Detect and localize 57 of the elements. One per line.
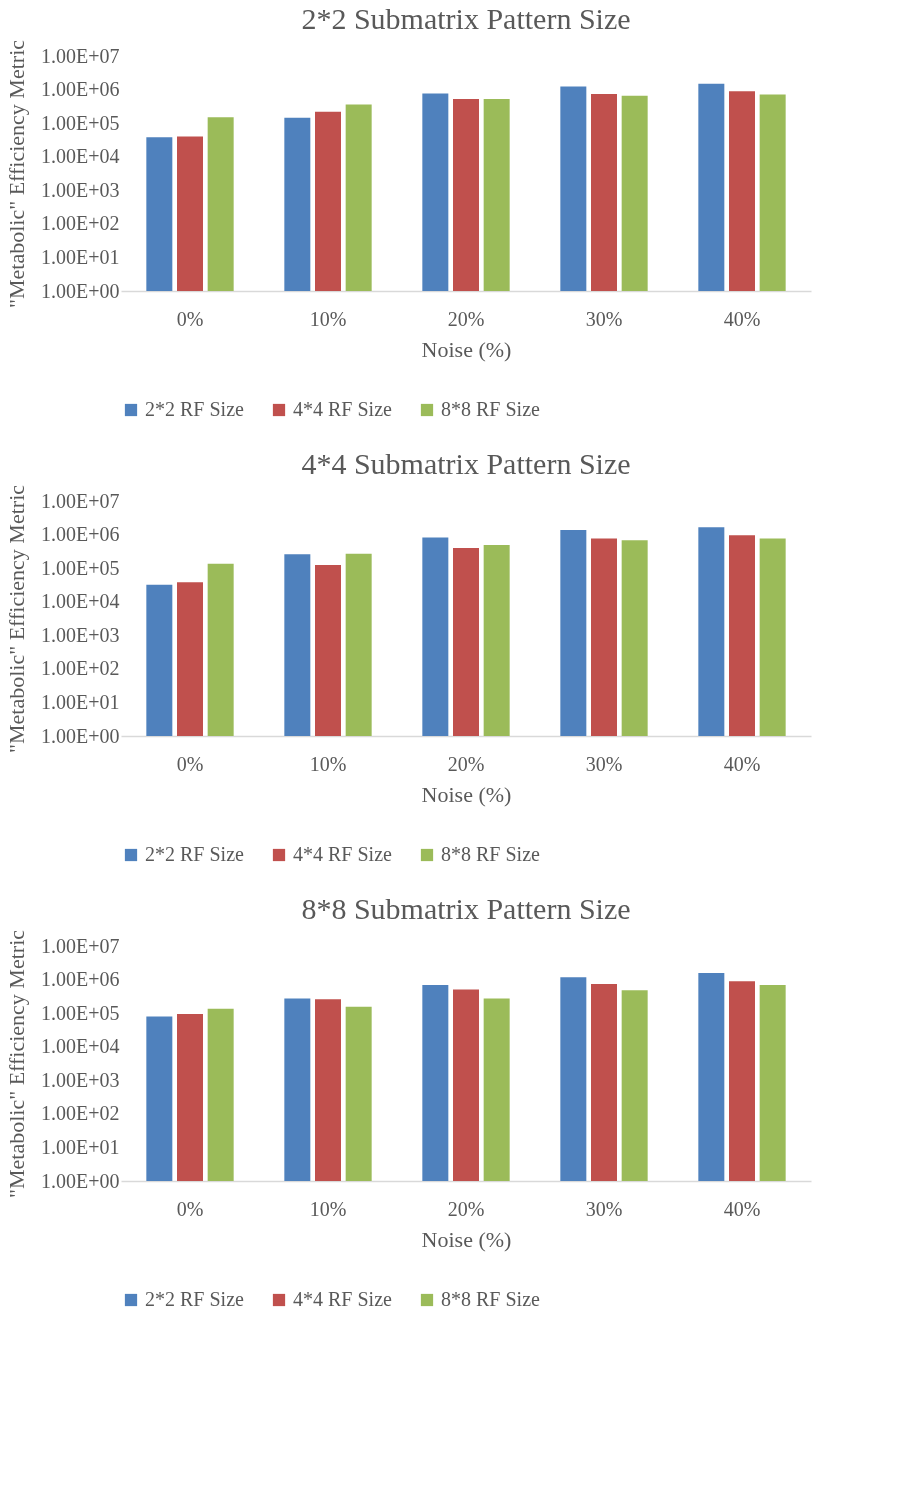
x-tick-label: 40% [723, 752, 761, 775]
y-axis-title: "Metabolic" Efficiency Metric [4, 929, 29, 1199]
x-tick-label: 40% [723, 307, 761, 330]
y-tick-label: 1.00E+05 [41, 556, 120, 579]
y-tick-label: 1.00E+04 [41, 145, 120, 168]
y-tick-label: 1.00E+01 [41, 245, 120, 268]
x-tick-label: 20% [447, 1197, 485, 1220]
y-tick-label: 1.00E+06 [41, 968, 120, 991]
y-tick-label: 1.00E+06 [41, 523, 120, 546]
y-tick-label: 1.00E+06 [41, 78, 120, 101]
y-tick-label: 1.00E+01 [41, 690, 120, 713]
legend-label: 8*8 RF Size [441, 1288, 541, 1310]
legend-label: 4*4 RF Size [293, 843, 393, 865]
x-tick-label: 20% [447, 307, 485, 330]
x-tick-label: 40% [723, 1197, 761, 1220]
y-tick-label: 1.00E+03 [41, 1068, 120, 1091]
x-tick-label: 0% [176, 307, 204, 330]
x-axis-title: Noise (%) [421, 1226, 512, 1252]
chart-title: 2*2 Submatrix Pattern Size [301, 2, 631, 36]
legend-label: 4*4 RF Size [293, 398, 393, 420]
legend-label: 4*4 RF Size [293, 1288, 393, 1310]
x-axis-title: Noise (%) [421, 336, 512, 362]
x-tick-label: 30% [585, 307, 623, 330]
y-tick-label: 1.00E+07 [41, 934, 120, 957]
legend-label: 2*2 RF Size [145, 843, 245, 865]
legend-label: 2*2 RF Size [145, 1288, 245, 1310]
x-tick-label: 30% [585, 752, 623, 775]
y-tick-label: 1.00E+03 [41, 623, 120, 646]
legend-label: 2*2 RF Size [145, 398, 245, 420]
y-tick-label: 1.00E+02 [41, 1102, 120, 1125]
x-axis-title: Noise (%) [421, 781, 512, 807]
y-tick-label: 1.00E+01 [41, 1135, 120, 1158]
y-axis-title: "Metabolic" Efficiency Metric [4, 484, 29, 754]
x-tick-label: 10% [309, 752, 347, 775]
x-tick-label: 0% [176, 752, 204, 775]
y-tick-label: 1.00E+04 [41, 1035, 120, 1058]
y-tick-label: 1.00E+00 [41, 279, 120, 302]
y-tick-label: 1.00E+05 [41, 1001, 120, 1024]
chart-title: 4*4 Submatrix Pattern Size [301, 447, 631, 481]
y-tick-label: 1.00E+03 [41, 178, 120, 201]
x-tick-label: 10% [309, 1197, 347, 1220]
x-tick-label: 0% [176, 1197, 204, 1220]
y-tick-label: 1.00E+04 [41, 590, 120, 613]
y-tick-label: 1.00E+07 [41, 44, 120, 67]
y-tick-label: 1.00E+00 [41, 724, 120, 747]
y-tick-label: 1.00E+07 [41, 489, 120, 512]
y-axis-title: "Metabolic" Efficiency Metric [4, 39, 29, 309]
y-tick-label: 1.00E+05 [41, 111, 120, 134]
legend-label: 8*8 RF Size [441, 843, 541, 865]
x-tick-label: 20% [447, 752, 485, 775]
y-tick-label: 1.00E+02 [41, 212, 120, 235]
y-tick-label: 1.00E+00 [41, 1169, 120, 1192]
y-tick-label: 1.00E+02 [41, 657, 120, 680]
x-tick-label: 30% [585, 1197, 623, 1220]
x-tick-label: 10% [309, 307, 347, 330]
chart-title: 8*8 Submatrix Pattern Size [301, 892, 631, 926]
legend-label: 8*8 RF Size [441, 398, 541, 420]
